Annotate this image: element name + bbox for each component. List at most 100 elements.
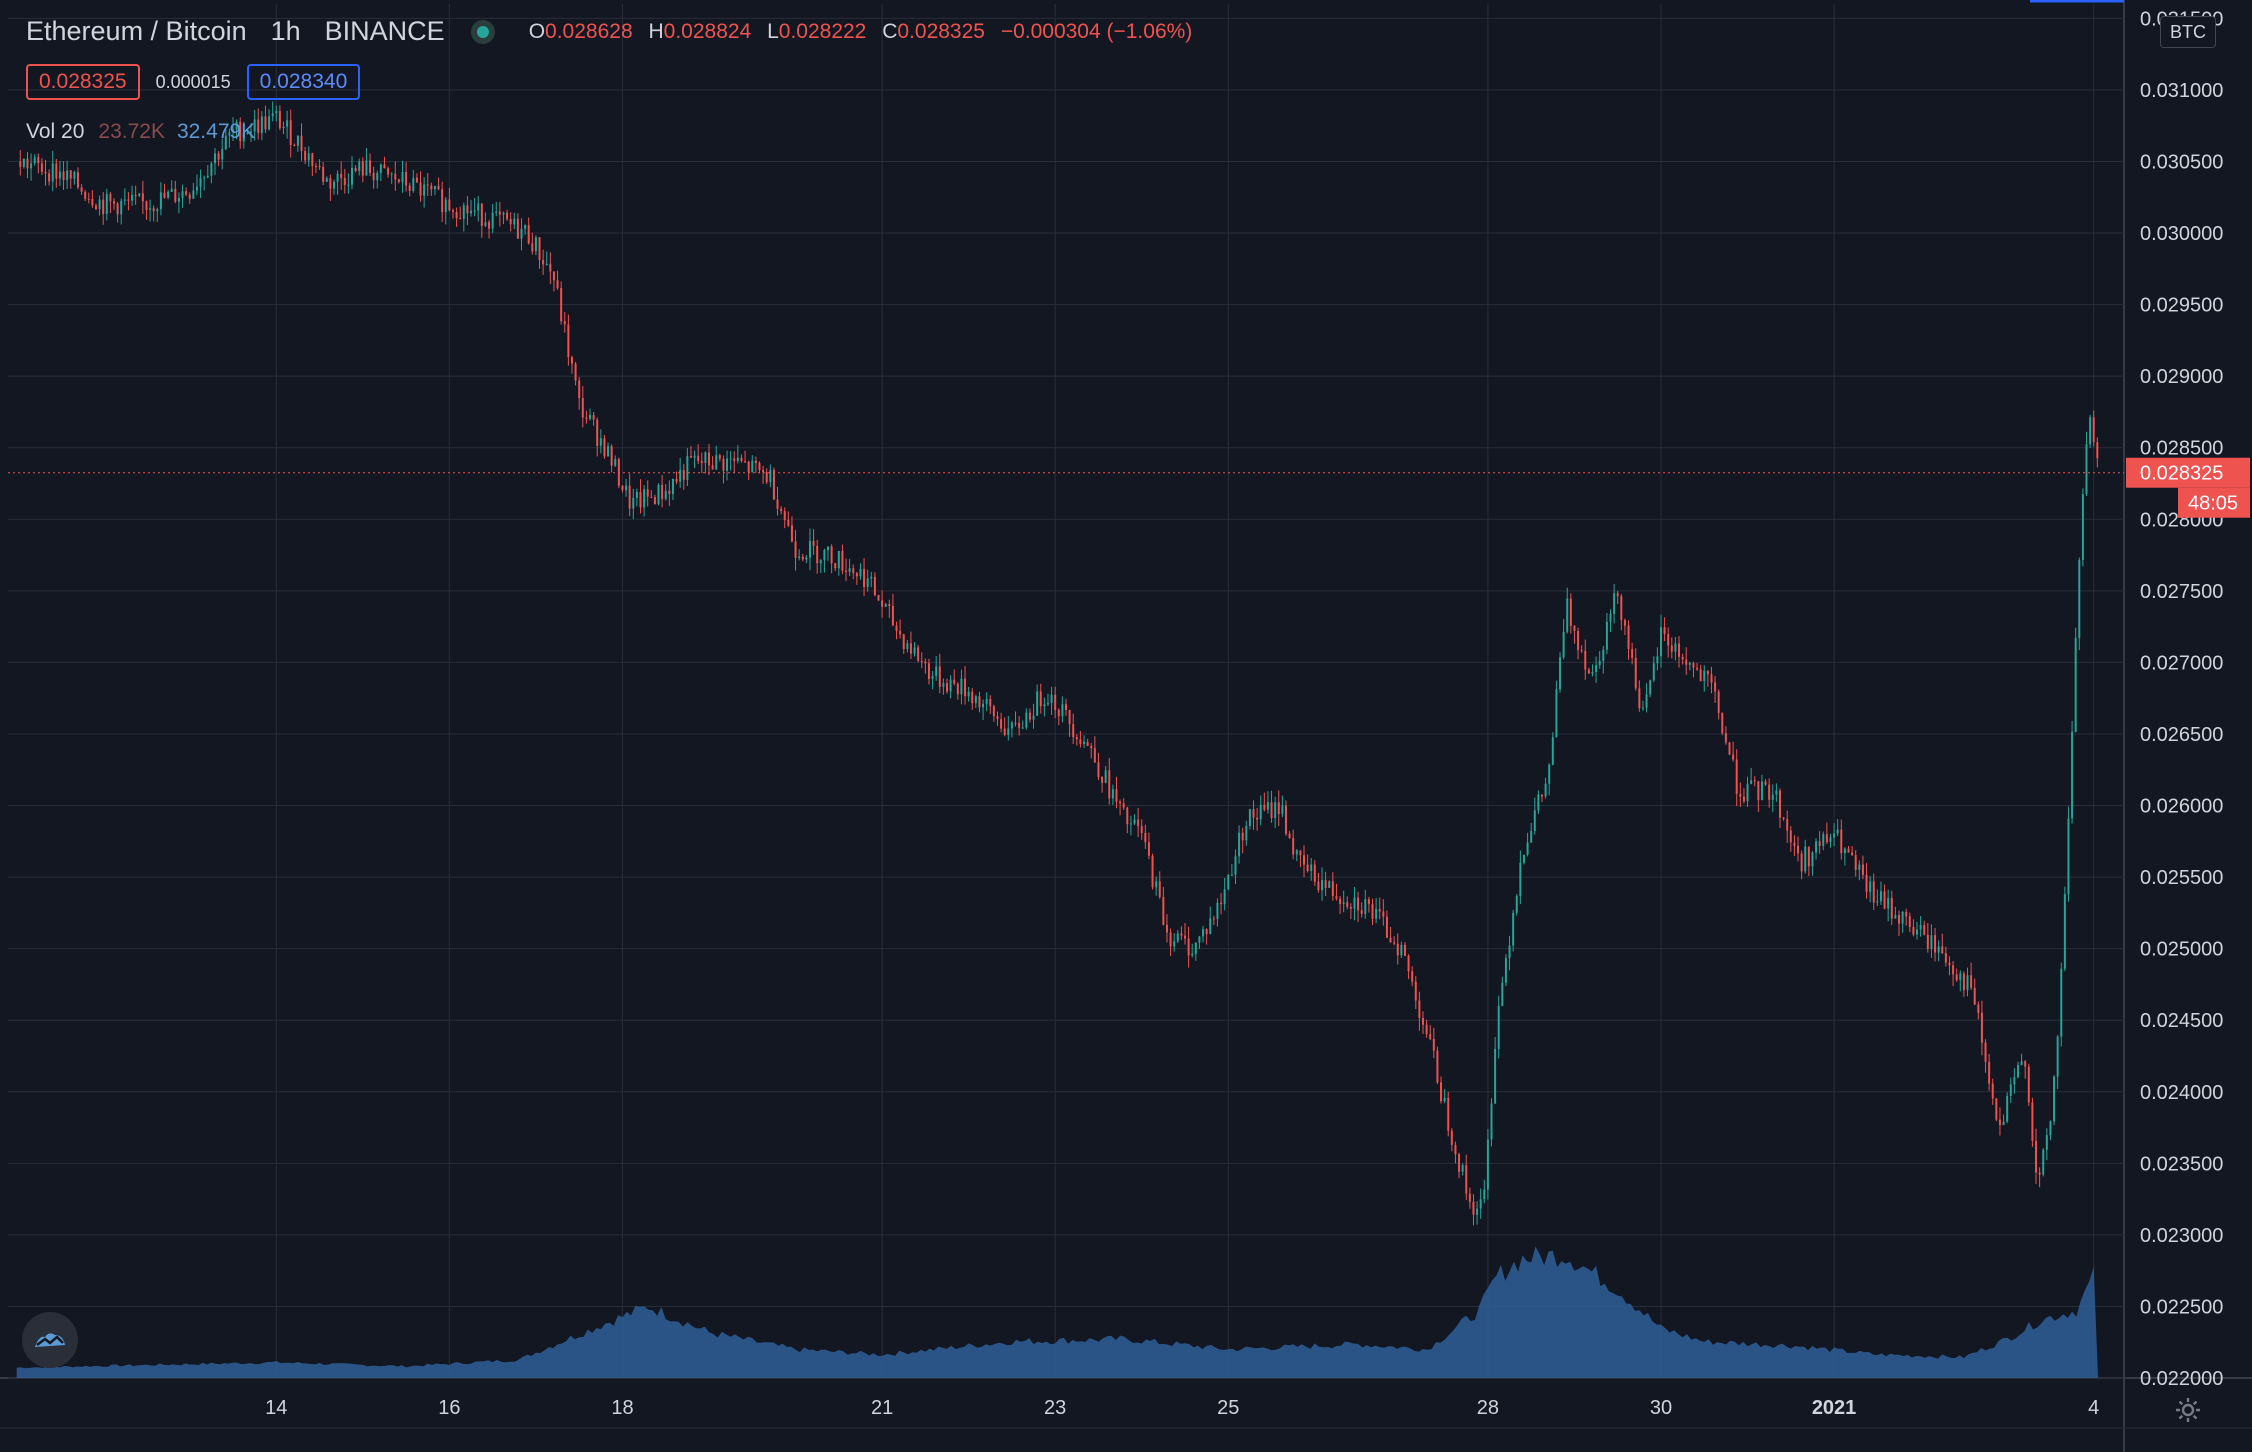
price-tick-label: 0.024000 <box>2140 1082 2223 1104</box>
candle-body <box>2089 417 2092 445</box>
candle-body <box>578 380 581 399</box>
candle-body <box>33 157 36 164</box>
candle-body <box>332 181 335 189</box>
candle-body <box>1367 899 1370 905</box>
candle-body <box>325 178 328 182</box>
candle-body <box>1065 704 1067 710</box>
candle-body <box>51 163 54 182</box>
volume-legend[interactable]: Vol 20 23.72K 32.479K <box>26 120 255 144</box>
candle-body <box>138 193 141 196</box>
candle-body <box>293 145 296 147</box>
candle-body <box>314 166 317 168</box>
candle-body <box>570 357 573 364</box>
candle-body <box>1313 864 1316 882</box>
candle-body <box>80 187 83 192</box>
sell-price-button[interactable]: 0.028325 <box>26 64 140 100</box>
candle-body <box>798 556 801 558</box>
candle-body <box>563 321 566 325</box>
candle-body <box>1039 691 1042 707</box>
candle-body <box>2053 1076 2056 1122</box>
buy-price-button[interactable]: 0.028340 <box>246 64 361 100</box>
candle-body <box>1941 946 1944 954</box>
candle-body <box>271 113 274 117</box>
candle-body <box>1778 790 1781 818</box>
candle-body <box>1075 737 1078 740</box>
candle-body <box>1490 1103 1493 1140</box>
candle-body <box>1245 825 1248 841</box>
candle-body <box>1663 627 1666 635</box>
candle-body <box>224 135 227 150</box>
candle-body <box>1631 649 1634 658</box>
candle-body <box>2009 1084 2012 1096</box>
candle-body <box>351 167 354 185</box>
candle-body <box>964 678 967 697</box>
candle-body <box>394 173 397 180</box>
candle-body <box>592 415 595 420</box>
candle-body <box>682 469 685 480</box>
candle-body <box>304 151 307 161</box>
candle-body <box>1858 864 1861 870</box>
candle-body <box>848 568 851 573</box>
candle-body <box>451 210 454 212</box>
candle-body <box>2020 1061 2023 1066</box>
candle-body <box>747 461 750 473</box>
candle-body <box>2096 442 2099 459</box>
candle-body <box>1425 1024 1428 1035</box>
candle-body <box>379 164 382 173</box>
candle-body <box>430 185 433 190</box>
candle-body <box>1126 807 1129 825</box>
candle-body <box>1321 880 1324 891</box>
candle-body <box>1569 598 1572 626</box>
candle-body <box>679 469 682 482</box>
candle-body <box>2013 1077 2016 1085</box>
candle-body <box>1584 650 1587 670</box>
candle-body <box>1346 902 1349 908</box>
candle-body <box>1364 899 1367 914</box>
candle-body <box>102 199 105 215</box>
candle-body <box>1883 891 1886 909</box>
price-tick-label: 0.026000 <box>2140 796 2223 818</box>
candle-body <box>502 212 505 215</box>
gear-icon[interactable] <box>2168 1390 2208 1430</box>
candle-body <box>1616 593 1619 597</box>
candle-body <box>607 446 610 457</box>
candle-body <box>574 363 577 381</box>
candle-body <box>1587 669 1590 674</box>
candle-body <box>520 228 523 239</box>
candle-body <box>1173 941 1176 947</box>
symbol-name[interactable]: Ethereum / Bitcoin <box>26 16 247 46</box>
candle-body <box>700 460 703 464</box>
candle-body <box>1890 897 1893 919</box>
currency-button[interactable]: BTC <box>2160 16 2216 48</box>
candle-body <box>1519 862 1522 897</box>
candle-body <box>1486 1139 1489 1190</box>
candle-body <box>635 491 638 498</box>
candle-body <box>19 161 22 167</box>
candle-body <box>1786 818 1789 831</box>
candle-body <box>863 568 866 588</box>
candle-body <box>1656 656 1659 664</box>
candle-body <box>1854 855 1857 870</box>
candle-body <box>1721 712 1724 734</box>
tradingview-logo-icon[interactable] <box>22 1312 78 1368</box>
interval-label[interactable]: 1h <box>270 16 301 46</box>
candle-body <box>1436 1050 1439 1083</box>
candle-body <box>206 175 209 178</box>
candle-body <box>895 625 898 631</box>
price-tick-label: 0.027000 <box>2140 652 2223 674</box>
candle-body <box>866 578 869 588</box>
candle-body <box>1638 688 1641 709</box>
candle-body <box>967 691 970 697</box>
candle-body <box>1472 1201 1475 1215</box>
candle-body <box>531 243 534 252</box>
candle-body <box>369 160 372 173</box>
candle-body <box>87 198 90 200</box>
candle-body <box>1165 924 1168 933</box>
open-key: O <box>528 19 546 43</box>
candle-body <box>516 218 519 239</box>
candle-body <box>1962 973 1965 991</box>
candle-body <box>1151 855 1154 888</box>
candle-body <box>906 643 909 650</box>
candle-body <box>1934 935 1937 953</box>
